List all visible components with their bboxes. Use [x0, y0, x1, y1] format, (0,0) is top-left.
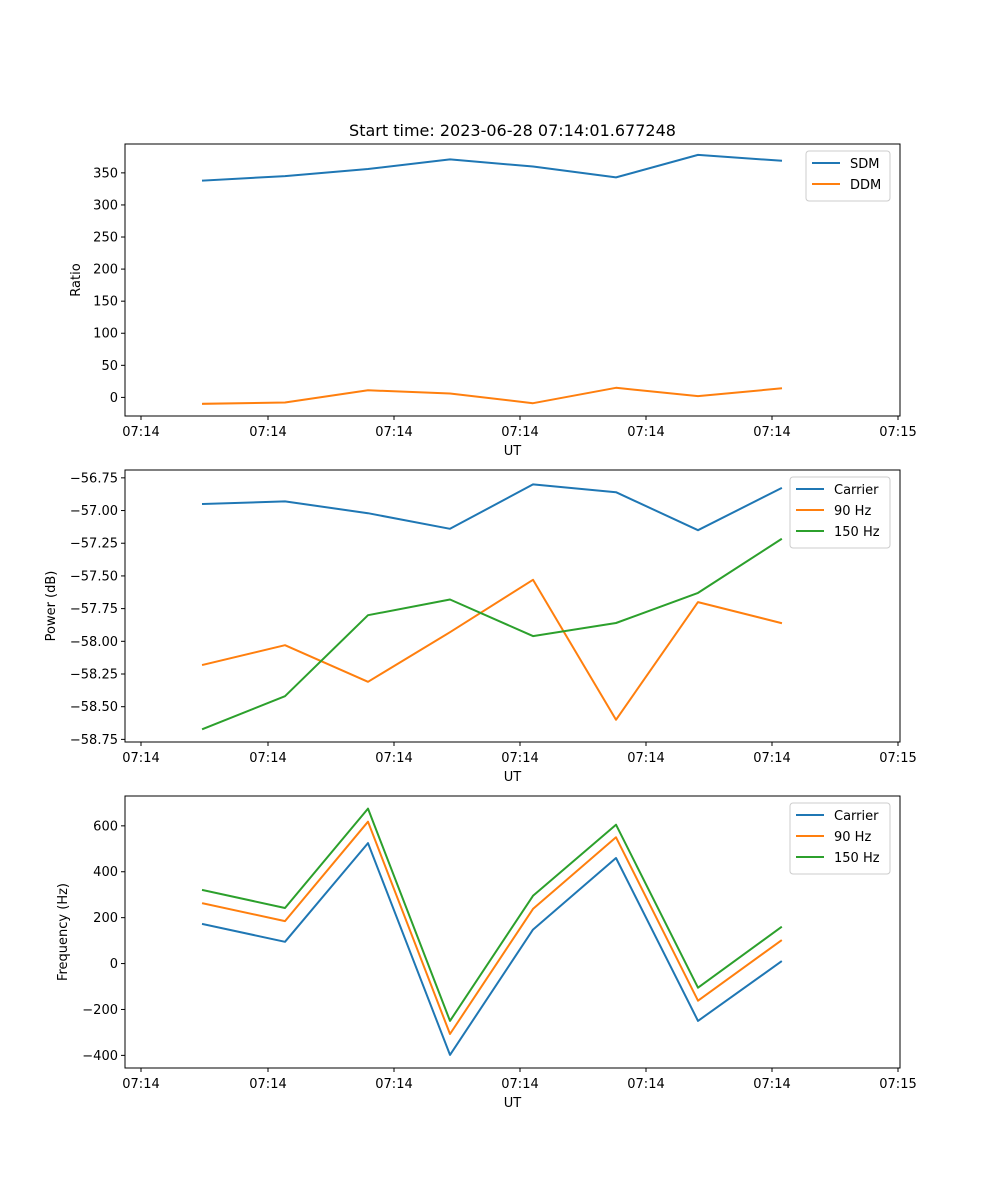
- series-line-90-hz: [201, 578, 783, 721]
- legend: Carrier 90 Hz 150 Hz: [789, 802, 891, 875]
- y-tick-label: 0: [110, 957, 118, 972]
- x-tick-label: 07:14: [501, 751, 538, 766]
- y-tick-label: 400: [93, 865, 118, 880]
- chart-panel-1: Start time: 2023-06-28 07:14:01.677248 0 5…: [69, 121, 917, 459]
- legend-entry: 150 Hz: [834, 525, 880, 540]
- chart-panel-3: −400 −200 0 200 400 600 07:14 07:14 07:14 07:14 07…: [56, 795, 917, 1111]
- legend-entry: 90 Hz: [834, 504, 871, 519]
- x-axis-label: UT: [504, 770, 522, 785]
- x-tick-label: 07:14: [122, 1077, 159, 1092]
- x-tick-label: 07:14: [627, 1077, 664, 1092]
- y-tick-label: −58.50: [70, 700, 118, 715]
- y-tick-label: 50: [101, 359, 118, 374]
- series-line-150-hz: [201, 537, 783, 731]
- x-tick-label: 07:14: [627, 425, 664, 440]
- series-line-ddm: [201, 386, 783, 405]
- legend-entry: SDM: [850, 157, 879, 172]
- legend-entry: Carrier: [834, 809, 879, 824]
- x-tick-label: 07:14: [375, 425, 412, 440]
- chart-panel-2: −58.75 −58.50 −58.25 −58.00 −57.75 −57.50 −57.…: [44, 469, 917, 785]
- x-tick-label: 07:14: [122, 751, 159, 766]
- x-tick-label: 07:14: [249, 425, 286, 440]
- series-line-150-hz: [201, 807, 783, 1022]
- y-tick-label: 600: [93, 819, 118, 834]
- series-line-carrier: [201, 483, 783, 532]
- x-tick-label: 07:14: [501, 1077, 538, 1092]
- x-tick-label: 07:14: [627, 751, 664, 766]
- y-tick-label: 150: [93, 295, 118, 310]
- legend-entry: Carrier: [834, 483, 879, 498]
- y-tick-label: −58.75: [70, 733, 118, 748]
- x-tick-label: 07:15: [879, 751, 916, 766]
- y-axis-label: Frequency (Hz): [56, 883, 71, 981]
- x-tick-label: 07:14: [753, 425, 790, 440]
- x-axis-label: UT: [504, 444, 522, 459]
- y-tick-label: −400: [82, 1049, 118, 1064]
- y-tick-label: 200: [93, 263, 118, 278]
- y-tick-label: −57.25: [70, 537, 118, 552]
- y-tick-label: −200: [82, 1003, 118, 1018]
- plot-frame: [124, 469, 901, 743]
- x-axis-label: UT: [504, 1096, 522, 1111]
- x-tick-label: 07:14: [249, 751, 286, 766]
- x-tick-label: 07:14: [122, 425, 159, 440]
- y-tick-label: 350: [93, 166, 118, 181]
- x-tick-label: 07:14: [753, 1077, 790, 1092]
- y-tick-label: 300: [93, 198, 118, 213]
- y-tick-label: 200: [93, 911, 118, 926]
- legend: Carrier 90 Hz 150 Hz: [789, 476, 891, 549]
- series-line-carrier: [201, 842, 783, 1056]
- legend: SDM DDM: [805, 150, 891, 202]
- chart-title: Start time: 2023-06-28 07:14:01.677248: [349, 121, 676, 140]
- y-tick-label: −57.75: [70, 602, 118, 617]
- x-tick-label: 07:15: [879, 1077, 916, 1092]
- legend-entry: DDM: [850, 178, 881, 193]
- y-tick-label: 0: [110, 391, 118, 406]
- y-tick-label: −57.50: [70, 569, 118, 584]
- y-tick-label: 250: [93, 231, 118, 246]
- x-tick-label: 07:14: [375, 1077, 412, 1092]
- y-tick-label: −58.25: [70, 668, 118, 683]
- x-tick-label: 07:14: [501, 425, 538, 440]
- series-line-sdm: [201, 153, 783, 182]
- plot-frame: [124, 143, 901, 417]
- series-line-90-hz: [201, 820, 783, 1035]
- y-tick-label: 100: [93, 327, 118, 342]
- legend-entry: 150 Hz: [834, 851, 880, 866]
- y-axis-label: Ratio: [69, 263, 84, 296]
- x-tick-label: 07:14: [375, 751, 412, 766]
- legend-entry: 90 Hz: [834, 830, 871, 845]
- y-tick-label: −58.00: [70, 635, 118, 650]
- x-tick-label: 07:14: [249, 1077, 286, 1092]
- y-tick-label: −56.75: [70, 471, 118, 486]
- y-tick-label: −57.00: [70, 504, 118, 519]
- y-axis-label: Power (dB): [44, 571, 59, 642]
- plot-frame: [124, 795, 901, 1069]
- x-tick-label: 07:15: [879, 425, 916, 440]
- x-tick-label: 07:14: [753, 751, 790, 766]
